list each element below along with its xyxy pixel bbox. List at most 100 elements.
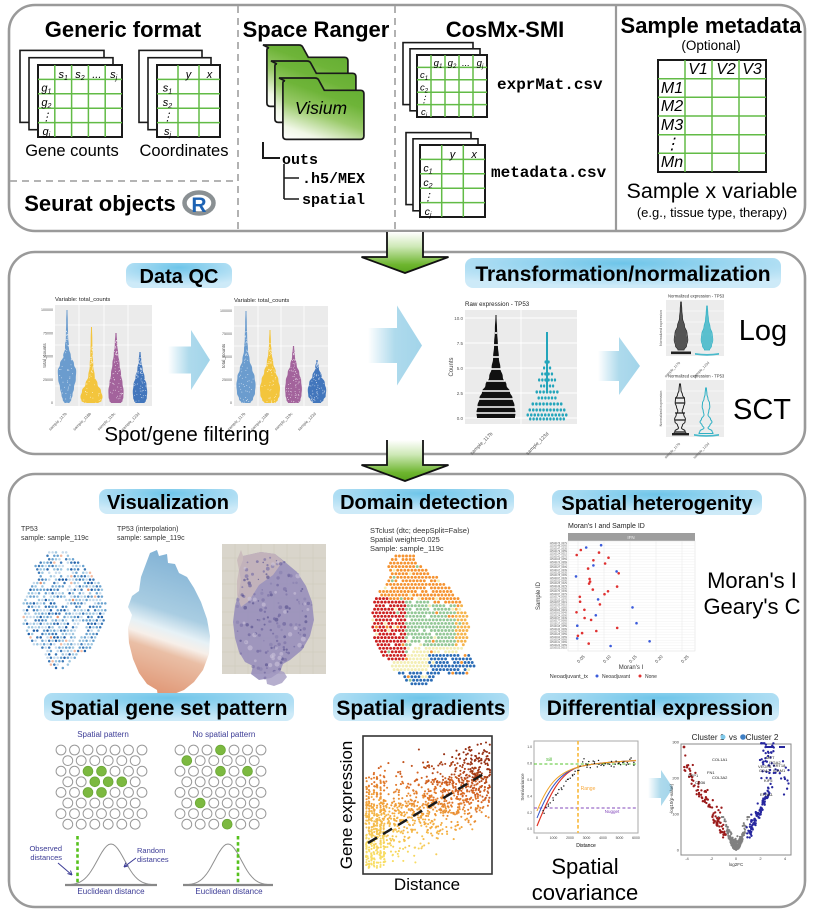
svg-text:Euclidean distance: Euclidean distance [195, 887, 263, 896]
svg-text:Counts: Counts [449, 357, 455, 376]
svg-text:sj: sj [110, 69, 118, 82]
svg-text:Euclidean distance: Euclidean distance [77, 887, 145, 896]
svg-text:sample: sample_119c: sample: sample_119c [117, 535, 185, 542]
svg-text:⋮: ⋮ [423, 191, 434, 203]
svg-text:g2: g2 [41, 97, 51, 110]
svg-text:Cluster 1: Cluster 1 [692, 733, 725, 742]
svg-text:Distance: Distance [394, 875, 460, 894]
svg-text:0: 0 [230, 401, 232, 405]
svg-text:Transformation/normalization: Transformation/normalization [475, 263, 770, 286]
svg-text:0.0: 0.0 [527, 827, 532, 831]
svg-text:c2: c2 [423, 177, 432, 190]
svg-text:Spatial gene set pattern: Spatial gene set pattern [51, 697, 288, 720]
svg-text:11510147_003S: 11510147_003S [550, 547, 568, 550]
svg-text:MET: MET [766, 755, 775, 760]
svg-text:0.4: 0.4 [527, 794, 532, 798]
svg-text:Geary's C: Geary's C [703, 594, 800, 619]
svg-text:ICAM1: ICAM1 [773, 768, 786, 773]
svg-text:gj: gj [477, 58, 484, 70]
svg-text:11510117_005S: 11510117_005S [550, 622, 568, 625]
svg-text:y: y [449, 149, 457, 161]
svg-text:s2: s2 [75, 69, 85, 82]
svg-text:11510171_006S: 11510171_006S [550, 606, 568, 609]
svg-text:s2: s2 [163, 97, 173, 110]
svg-text:...: ... [462, 58, 470, 69]
svg-text:Normalized expression: Normalized expression [659, 310, 663, 346]
svg-text:Sample metadata: Sample metadata [621, 13, 803, 38]
svg-text:4: 4 [784, 856, 787, 861]
svg-text:25000: 25000 [222, 378, 232, 382]
svg-text:x: x [470, 149, 477, 161]
svg-text:V2: V2 [716, 61, 736, 78]
svg-text:0: 0 [677, 848, 680, 853]
svg-text:ci: ci [421, 107, 428, 119]
svg-text:2: 2 [759, 856, 762, 861]
svg-text:5.0: 5.0 [457, 366, 464, 371]
svg-text:Gene counts: Gene counts [25, 142, 119, 160]
svg-text:Domain detection: Domain detection [340, 492, 508, 514]
svg-text:5000: 5000 [616, 836, 624, 840]
svg-text:11510177_006S: 11510177_006S [550, 620, 568, 623]
svg-text:KRT18: KRT18 [773, 763, 786, 768]
svg-text:V3: V3 [742, 61, 762, 78]
svg-text:11510126_005S: 11510126_005S [550, 633, 568, 636]
svg-text:EFNA1: EFNA1 [760, 792, 774, 797]
svg-text:100: 100 [672, 812, 679, 817]
svg-text:Raw expression - TP53: Raw expression - TP53 [465, 301, 530, 308]
svg-text:Spatial gradients: Spatial gradients [336, 697, 505, 720]
svg-text:.h5/MEX: .h5/MEX [302, 171, 365, 188]
svg-text:c1: c1 [423, 163, 432, 176]
svg-text:Sample ID: Sample ID [536, 581, 542, 610]
svg-text:0.6: 0.6 [527, 778, 532, 782]
svg-text:11510179_005S: 11510179_005S [550, 550, 568, 553]
svg-text:sample: sample_119c: sample: sample_119c [21, 535, 89, 542]
svg-text:Distance: Distance [576, 843, 596, 849]
svg-text:0: 0 [51, 401, 53, 405]
svg-text:Spatial pattern: Spatial pattern [77, 730, 129, 739]
svg-text:Sample: sample_119c: Sample: sample_119c [370, 544, 444, 553]
svg-text:M1: M1 [661, 80, 683, 97]
svg-text:11510178_009S: 11510178_009S [550, 630, 568, 633]
svg-text:50000: 50000 [222, 355, 232, 359]
svg-text:Differential expression: Differential expression [547, 697, 773, 720]
svg-text:Variable: total_counts: Variable: total_counts [55, 297, 110, 303]
svg-text:0.15: 0.15 [628, 654, 638, 664]
svg-text:11510174_006S: 11510174_006S [550, 561, 568, 564]
svg-text:11510191_007S: 11510191_007S [550, 563, 568, 566]
svg-text:⋮: ⋮ [162, 111, 173, 123]
svg-text:TP53: TP53 [21, 526, 38, 533]
svg-text:Spatial: Spatial [551, 854, 618, 879]
svg-text:0.10: 0.10 [602, 654, 612, 664]
svg-text:0: 0 [536, 836, 538, 840]
svg-text:0.2: 0.2 [527, 811, 532, 815]
svg-text:11510124_001S: 11510124_001S [550, 553, 568, 556]
svg-text:SCT: SCT [733, 394, 791, 426]
svg-text:Normalized expression - TP53: Normalized expression - TP53 [668, 294, 725, 299]
svg-text:IFN: IFN [627, 535, 634, 540]
svg-text:Cluster 2: Cluster 2 [746, 733, 779, 742]
svg-text:100000: 100000 [220, 309, 232, 313]
svg-text:STclust (dtc; deepSplit=False): STclust (dtc; deepSplit=False) [370, 526, 470, 535]
svg-text:11510131_006S: 11510131_006S [550, 641, 568, 644]
svg-text:75000: 75000 [222, 332, 232, 336]
svg-text:Observed: Observed [29, 844, 62, 853]
svg-text:11510197_007S: 11510197_007S [550, 593, 568, 596]
svg-text:-2: -2 [710, 856, 714, 861]
svg-text:11510174_006S: 11510174_006S [550, 596, 568, 599]
svg-text:Moran's I and Sample ID: Moran's I and Sample ID [568, 523, 645, 530]
svg-text:11510157_001S: 11510157_001S [550, 601, 568, 604]
svg-text:spatial: spatial [302, 192, 365, 209]
svg-text:cj: cj [425, 206, 432, 219]
svg-text:Normalized expression: Normalized expression [659, 391, 663, 427]
svg-text:Visium: Visium [295, 98, 347, 118]
svg-text:Log: Log [739, 315, 787, 347]
svg-text:x: x [206, 69, 213, 81]
svg-text:CD36: CD36 [695, 780, 706, 785]
svg-text:covariance: covariance [532, 880, 638, 905]
svg-text:11510170_003S: 11510170_003S [550, 590, 568, 593]
svg-text:11510122_005S: 11510122_005S [550, 644, 568, 647]
svg-text:gi: gi [43, 126, 51, 139]
svg-text:distances: distances [30, 853, 62, 862]
svg-text:Range: Range [581, 786, 596, 792]
svg-text:50000: 50000 [43, 355, 53, 359]
